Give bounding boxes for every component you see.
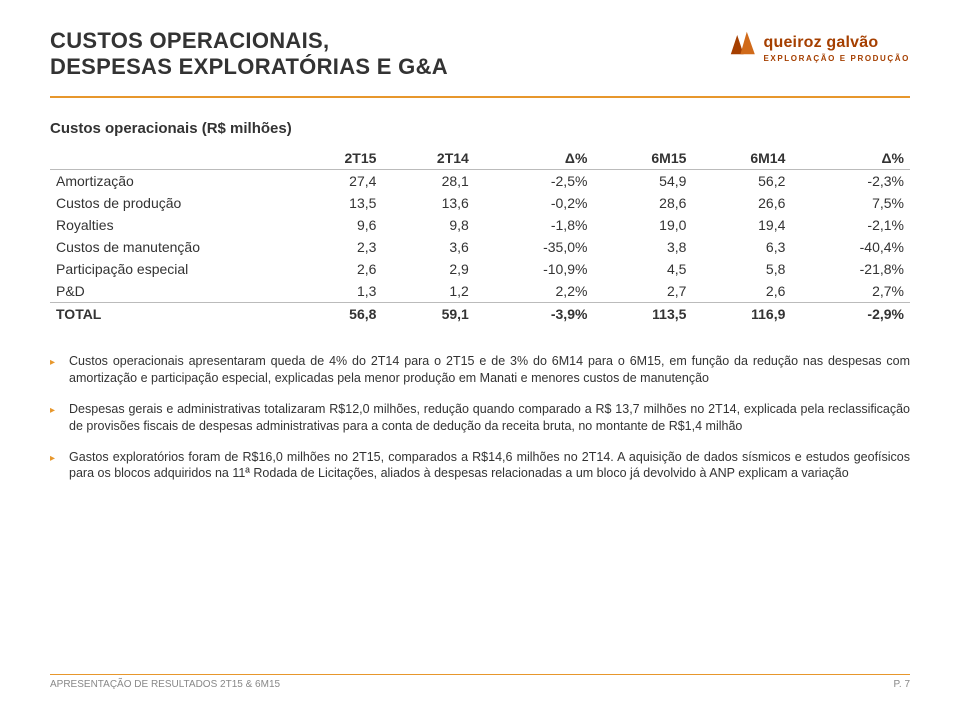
cell: -10,9%: [475, 258, 594, 280]
cell: Royalties: [50, 214, 290, 236]
cell: TOTAL: [50, 303, 290, 326]
table-head: 2T15 2T14 Δ% 6M15 6M14 Δ%: [50, 147, 910, 170]
cell: 56,2: [692, 170, 791, 193]
header: CUSTOS OPERACIONAIS, DESPESAS EXPLORATÓR…: [50, 28, 910, 80]
logo-brand-text: queiroz galvão: [764, 34, 879, 52]
cell: -2,9%: [791, 303, 910, 326]
cell: 26,6: [692, 192, 791, 214]
cell: 59,1: [382, 303, 474, 326]
divider-rule: [50, 96, 910, 98]
cell: 28,6: [593, 192, 692, 214]
cell: 2,6: [290, 258, 382, 280]
title-block: CUSTOS OPERACIONAIS, DESPESAS EXPLORATÓR…: [50, 28, 448, 80]
cell: 4,5: [593, 258, 692, 280]
col-delta1: Δ%: [475, 147, 594, 170]
cell: 19,4: [692, 214, 791, 236]
cell: -21,8%: [791, 258, 910, 280]
section-title: Custos operacionais (R$ milhões): [50, 120, 910, 137]
cell: 2,9: [382, 258, 474, 280]
table-row: Amortização 27,4 28,1 -2,5% 54,9 56,2 -2…: [50, 170, 910, 193]
cell: 113,5: [593, 303, 692, 326]
col-2t15: 2T15: [290, 147, 382, 170]
cell: -3,9%: [475, 303, 594, 326]
brand-logo: queiroz galvão EXPLORAÇÃO E PRODUÇÃO: [726, 30, 911, 63]
bullet-marker-icon: ▸: [50, 356, 55, 387]
cell: 19,0: [593, 214, 692, 236]
cell: -2,1%: [791, 214, 910, 236]
cell: 3,6: [382, 236, 474, 258]
footer: APRESENTAÇÃO DE RESULTADOS 2T15 & 6M15 P…: [50, 674, 910, 690]
cell: 27,4: [290, 170, 382, 193]
title-line-2: DESPESAS EXPLORATÓRIAS E G&A: [50, 54, 448, 80]
cell: 13,5: [290, 192, 382, 214]
cell: -2,5%: [475, 170, 594, 193]
cell: 3,8: [593, 236, 692, 258]
col-2t14: 2T14: [382, 147, 474, 170]
cell: -40,4%: [791, 236, 910, 258]
bullet-text: Gastos exploratórios foram de R$16,0 mil…: [69, 449, 910, 483]
cell: 9,8: [382, 214, 474, 236]
table-row: Custos de manutenção 2,3 3,6 -35,0% 3,8 …: [50, 236, 910, 258]
cell: 116,9: [692, 303, 791, 326]
cell: 1,2: [382, 280, 474, 303]
bullet-marker-icon: ▸: [50, 404, 55, 435]
col-6m14: 6M14: [692, 147, 791, 170]
table-row: Custos de produção 13,5 13,6 -0,2% 28,6 …: [50, 192, 910, 214]
cell: 7,5%: [791, 192, 910, 214]
slide-page: CUSTOS OPERACIONAIS, DESPESAS EXPLORATÓR…: [0, 0, 960, 702]
bullet-item: ▸ Gastos exploratórios foram de R$16,0 m…: [50, 449, 910, 483]
cell: 13,6: [382, 192, 474, 214]
cell: 2,3: [290, 236, 382, 258]
logo-mark-icon: [726, 30, 758, 56]
cell: 5,8: [692, 258, 791, 280]
cell: 9,6: [290, 214, 382, 236]
cost-table: 2T15 2T14 Δ% 6M15 6M14 Δ% Amortização 27…: [50, 147, 910, 325]
title-line-1: CUSTOS OPERACIONAIS,: [50, 28, 448, 54]
cell: 2,6: [692, 280, 791, 303]
cell: -0,2%: [475, 192, 594, 214]
bullet-text: Custos operacionais apresentaram queda d…: [69, 353, 910, 387]
footer-left: APRESENTAÇÃO DE RESULTADOS 2T15 & 6M15: [50, 679, 280, 690]
cell: 2,7: [593, 280, 692, 303]
bullet-item: ▸ Despesas gerais e administrativas tota…: [50, 401, 910, 435]
cell: 2,7%: [791, 280, 910, 303]
cell: Custos de produção: [50, 192, 290, 214]
cell: 28,1: [382, 170, 474, 193]
col-6m15: 6M15: [593, 147, 692, 170]
bullet-list: ▸ Custos operacionais apresentaram queda…: [50, 353, 910, 482]
cell: 56,8: [290, 303, 382, 326]
table-header-row: 2T15 2T14 Δ% 6M15 6M14 Δ%: [50, 147, 910, 170]
cell: 2,2%: [475, 280, 594, 303]
table-body: Amortização 27,4 28,1 -2,5% 54,9 56,2 -2…: [50, 170, 910, 326]
cell: Amortização: [50, 170, 290, 193]
cell: 6,3: [692, 236, 791, 258]
cell: 54,9: [593, 170, 692, 193]
cell: -2,3%: [791, 170, 910, 193]
bullet-marker-icon: ▸: [50, 452, 55, 483]
cell: -1,8%: [475, 214, 594, 236]
bullet-text: Despesas gerais e administrativas totali…: [69, 401, 910, 435]
footer-page-number: P. 7: [894, 679, 911, 690]
cell: P&D: [50, 280, 290, 303]
bullet-item: ▸ Custos operacionais apresentaram queda…: [50, 353, 910, 387]
cell: 1,3: [290, 280, 382, 303]
logo-subtitle: EXPLORAÇÃO E PRODUÇÃO: [764, 54, 911, 63]
logo-row: queiroz galvão: [726, 30, 879, 56]
table-row: P&D 1,3 1,2 2,2% 2,7 2,6 2,7%: [50, 280, 910, 303]
table-row: Royalties 9,6 9,8 -1,8% 19,0 19,4 -2,1%: [50, 214, 910, 236]
table-total-row: TOTAL 56,8 59,1 -3,9% 113,5 116,9 -2,9%: [50, 303, 910, 326]
cell: -35,0%: [475, 236, 594, 258]
col-delta2: Δ%: [791, 147, 910, 170]
col-label: [50, 147, 290, 170]
cell: Custos de manutenção: [50, 236, 290, 258]
cell: Participação especial: [50, 258, 290, 280]
table-row: Participação especial 2,6 2,9 -10,9% 4,5…: [50, 258, 910, 280]
